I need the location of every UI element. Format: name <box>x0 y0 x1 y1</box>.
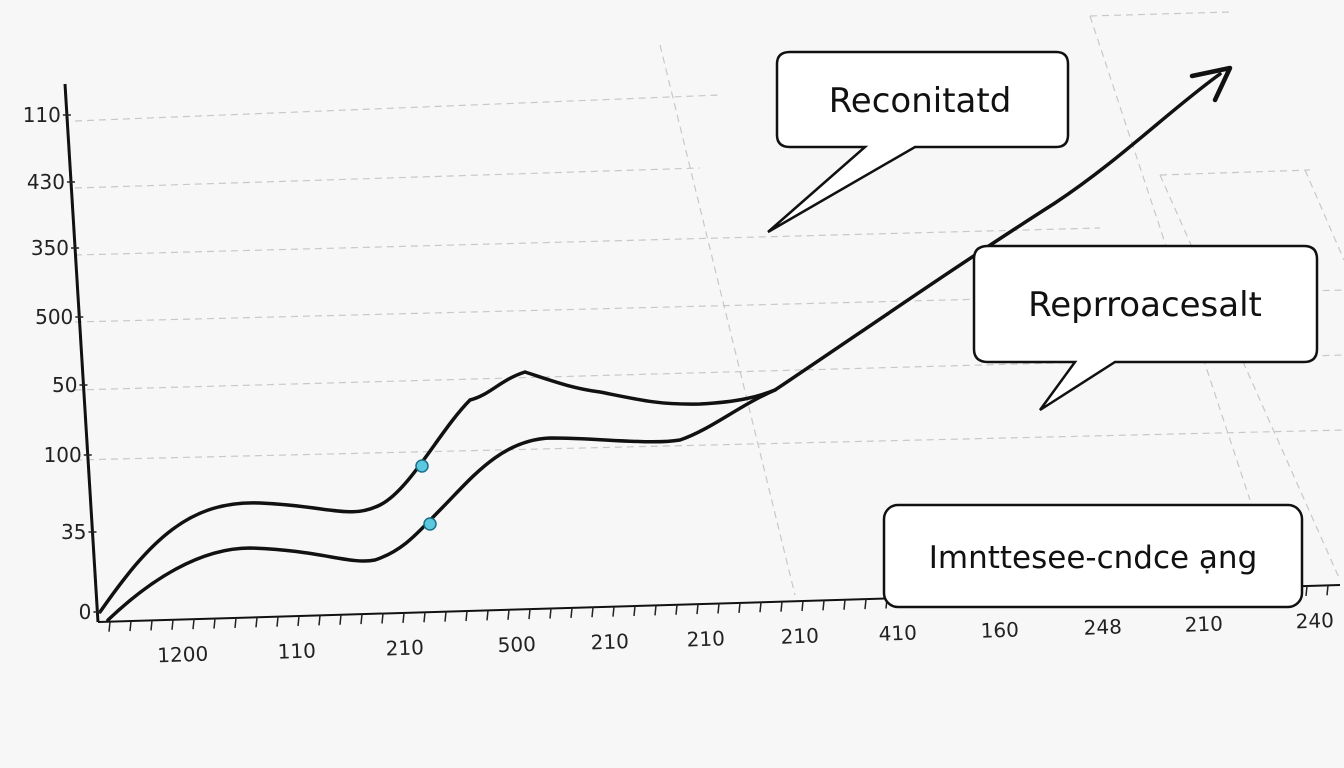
callout-text: Imnttesee-cndce ạng <box>929 540 1258 576</box>
x-tick-label: 210 <box>385 635 424 660</box>
callout-3: Imnttesee-cndce ạng <box>882 503 1304 609</box>
x-tick-label: 160 <box>980 617 1019 642</box>
y-tick-label: 110 <box>23 103 61 127</box>
callout-text: Reprroacesalt <box>1028 285 1262 325</box>
x-tick-label: 210 <box>780 623 819 648</box>
x-tick-label: 410 <box>878 621 917 646</box>
x-tick-label: 110 <box>277 638 316 663</box>
callout-1: Reconitatd <box>767 50 1070 234</box>
y-tick-label: 500 <box>35 305 73 329</box>
y-tick-label: 50 <box>52 373 77 397</box>
point <box>415 459 429 473</box>
curves <box>98 65 1233 622</box>
callout-2: Reprroacesalt <box>972 244 1319 412</box>
x-tick-label: 500 <box>497 632 536 657</box>
x-tick-label: 210 <box>686 626 725 651</box>
point <box>423 517 437 531</box>
x-tick-label: 1200 <box>157 642 209 668</box>
y-tick-label: 100 <box>44 443 82 467</box>
callout-text: Reconitatd <box>829 81 1012 121</box>
x-tick-label: 240 <box>1295 608 1334 633</box>
y-tick-label: 430 <box>27 170 65 194</box>
x-tick-label: 248 <box>1083 614 1122 639</box>
y-tick-label: 350 <box>31 236 69 260</box>
x-tick-label: 210 <box>590 629 629 654</box>
y-tick-label: 0 <box>79 600 92 624</box>
x-tick-label: 210 <box>1184 611 1223 636</box>
y-tick-label: 35 <box>61 520 86 544</box>
